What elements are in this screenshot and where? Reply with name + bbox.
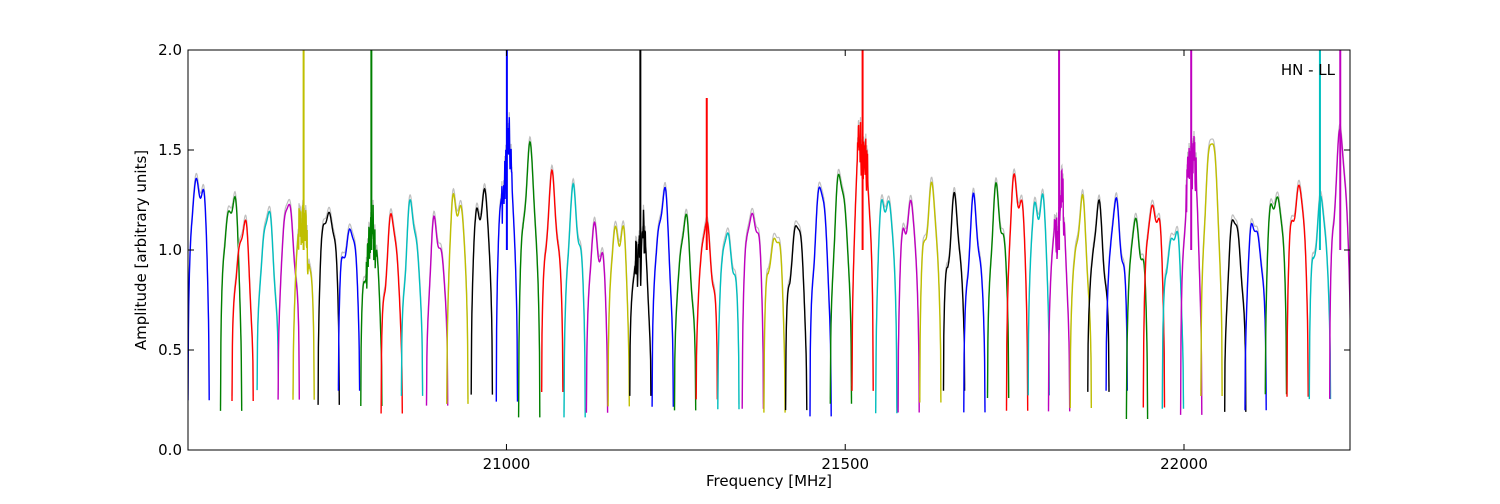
channel-series-line <box>1005 172 1029 411</box>
channel-series-line <box>1125 217 1149 420</box>
channel-series-line <box>541 168 564 393</box>
channel-series-line <box>942 191 966 391</box>
y-tick-label: 0.5 <box>158 341 182 359</box>
channel-series-line <box>986 181 1010 399</box>
channel-series-line <box>317 211 340 405</box>
y-tick-label: 1.0 <box>158 241 182 259</box>
channel-series-line <box>919 181 942 403</box>
channel-envelope <box>717 227 740 405</box>
channel-envelope <box>741 207 764 404</box>
x-axis-label: Frequency [MHz] <box>706 472 832 490</box>
channel-envelope <box>919 176 942 398</box>
channel-series-line <box>1105 196 1128 391</box>
channel-envelope <box>1244 217 1267 406</box>
channel-series-line <box>651 186 674 407</box>
channel-envelope <box>380 207 403 409</box>
channel-envelope <box>963 187 986 408</box>
channel-envelope <box>1200 138 1223 392</box>
channel-series-line <box>875 198 898 414</box>
channel-series-line <box>763 237 786 413</box>
channel-series-line <box>963 192 986 413</box>
channel-series-line <box>717 232 740 410</box>
channel-series-line <box>1200 143 1223 397</box>
channel-series-line <box>741 212 765 409</box>
channel-envelope <box>541 163 564 388</box>
channel-series-line <box>1087 198 1110 392</box>
channel-series-line <box>1069 193 1092 409</box>
ticks-layer: 0.0 0.5 1.0 1.5 2.0 21000 21500 22000 <box>158 41 1350 473</box>
channel-series-line <box>897 199 920 413</box>
channel-series-line <box>673 213 697 411</box>
y-tick-label: 0.0 <box>158 441 182 459</box>
y-axis-label: Amplitude [arbitrary units] <box>132 150 150 350</box>
channel-envelope <box>763 232 786 408</box>
series-layer <box>188 50 1350 420</box>
channel-envelope <box>1224 214 1247 407</box>
channel-series-line <box>1244 222 1267 411</box>
y-tick-label: 1.5 <box>158 141 182 159</box>
channel-envelope <box>219 190 243 406</box>
channel-series-line <box>829 173 853 404</box>
channel-series-line <box>784 225 808 411</box>
channel-series-line <box>809 186 832 417</box>
channel-envelope <box>897 194 920 408</box>
channel-series-line <box>517 140 541 418</box>
channel-envelope <box>446 187 469 399</box>
channel-envelope <box>829 168 853 399</box>
channel-envelope <box>1286 179 1309 392</box>
channel-series-line <box>470 187 494 395</box>
channel-series-line <box>400 199 424 396</box>
channel-envelope <box>518 135 541 413</box>
channel-series-line <box>337 228 361 391</box>
channel-series-line <box>1224 219 1247 412</box>
channel-envelope <box>607 220 630 402</box>
channel-series-line <box>231 219 254 402</box>
channel-series-line <box>380 212 403 414</box>
channel-series-line <box>1027 192 1050 396</box>
chart-annotation: HN - LL <box>1281 61 1336 79</box>
channel-envelope <box>785 220 808 406</box>
channel-series-line <box>188 177 210 401</box>
channel-series-line <box>446 192 469 404</box>
channel-envelope <box>809 181 832 412</box>
y-tick-label: 2.0 <box>158 41 182 59</box>
channel-series-line <box>563 182 586 418</box>
channel-series-line <box>607 225 630 407</box>
channel-envelope <box>337 223 361 386</box>
channel-series-line <box>219 195 243 411</box>
channel-series-line <box>1286 184 1309 397</box>
channel-series-line <box>585 221 609 413</box>
plot-frame <box>187 49 1351 451</box>
x-tick-label: 21000 <box>483 455 531 473</box>
channel-envelope <box>942 186 966 386</box>
channel-series-line <box>1264 196 1288 395</box>
channel-envelope <box>563 177 586 413</box>
channel-series-line <box>277 203 300 400</box>
channel-series-line <box>1142 204 1166 408</box>
channel-envelope <box>188 172 210 396</box>
x-tick-label: 21500 <box>821 455 869 473</box>
channel-series-line <box>256 210 279 391</box>
x-tick-label: 22000 <box>1160 455 1208 473</box>
channel-series-line <box>425 215 449 406</box>
channel-series-line <box>1161 230 1185 409</box>
channel-envelope <box>277 198 300 395</box>
channel-series-line <box>629 209 652 396</box>
